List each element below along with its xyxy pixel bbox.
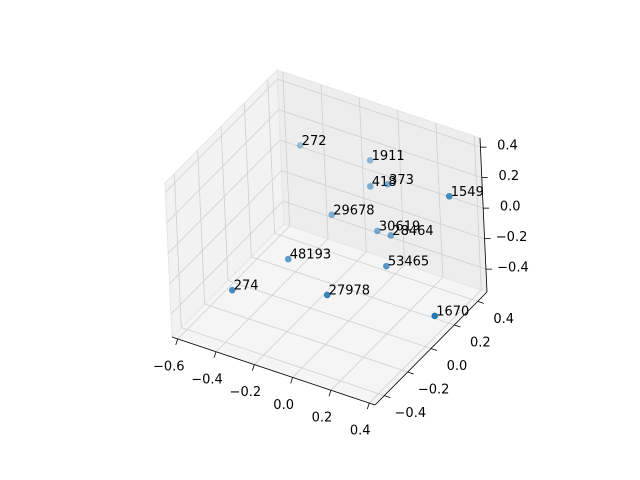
y-tick-label: 0.2: [470, 335, 491, 350]
grid-line: [173, 173, 182, 328]
grid-line: [166, 109, 280, 223]
point-label: 1549: [451, 185, 484, 200]
x-tick-label: 0.0: [273, 398, 294, 413]
grid-line: [251, 256, 455, 326]
y-axis: [374, 291, 488, 406]
point-label: 1911: [372, 149, 405, 164]
grid-line: [277, 78, 481, 148]
grid-line: [278, 109, 482, 179]
x-tick-label: 0.2: [312, 411, 333, 426]
tick-mark: [384, 395, 391, 398]
point-label: 29678: [333, 203, 374, 218]
point: [431, 312, 439, 320]
point: [296, 142, 304, 149]
point: [383, 262, 390, 270]
grid-line: [220, 126, 229, 281]
grid-line: [181, 327, 385, 396]
grid-line: [165, 78, 278, 193]
grid-line: [197, 150, 206, 305]
z-tick-label: −0.2: [496, 230, 528, 245]
tick-mark: [175, 338, 179, 346]
point: [384, 181, 391, 188]
point-label: 274: [234, 279, 259, 294]
grid-line: [227, 280, 432, 349]
y-tick-label: 0.4: [493, 312, 514, 327]
x-tick-label: −0.2: [230, 385, 262, 400]
grid-line: [320, 84, 329, 239]
y-tick-label: 0.0: [447, 359, 468, 374]
point-label: 48193: [290, 248, 331, 263]
z-tick-label: 0.0: [500, 200, 521, 215]
x-tick-label: 0.4: [350, 424, 371, 439]
point: [374, 227, 381, 235]
point: [366, 183, 374, 190]
point-label: 373: [389, 173, 414, 188]
grid-line: [473, 136, 482, 291]
z-axis: [479, 137, 488, 293]
grid-line: [274, 233, 478, 302]
x-tick-label: −0.6: [153, 359, 185, 374]
grid-line: [281, 170, 485, 240]
point-label: 53465: [388, 255, 429, 270]
tick-mark: [430, 348, 438, 351]
grid-line: [204, 303, 408, 373]
point-label: 1670: [436, 304, 469, 319]
grid-line: [282, 71, 291, 226]
x-axis: [171, 336, 376, 406]
point: [387, 232, 395, 239]
grid-line: [358, 97, 367, 252]
grid-line: [397, 110, 406, 265]
point: [228, 286, 236, 294]
point: [366, 157, 374, 164]
point: [328, 211, 336, 219]
tick-mark: [290, 377, 294, 384]
point: [323, 291, 331, 299]
tick-mark: [477, 301, 484, 304]
point-label: 418: [372, 175, 397, 190]
y-tick-label: −0.4: [395, 406, 427, 421]
point-label: 30619: [379, 219, 420, 234]
tick-mark: [366, 402, 370, 410]
grid-line: [435, 123, 444, 278]
tick-mark: [213, 351, 217, 358]
grid-line: [167, 139, 281, 254]
z-tick-label: 0.2: [498, 169, 519, 184]
z-tick-label: −0.4: [497, 261, 529, 276]
grid-line: [267, 79, 276, 234]
grid-line: [243, 102, 252, 257]
z-tick-label: 0.4: [497, 139, 518, 154]
point-label: 272: [302, 134, 327, 149]
tick-mark: [251, 364, 255, 371]
y-tick-label: −0.2: [418, 383, 450, 398]
tick-mark: [328, 390, 332, 397]
tick-mark: [454, 324, 461, 328]
point-label: 28464: [392, 224, 433, 239]
tick-mark: [407, 371, 414, 375]
point-label: 27978: [329, 283, 370, 298]
grid-line: [169, 170, 282, 284]
point: [284, 255, 292, 263]
grid-line: [282, 200, 487, 270]
point: [445, 192, 453, 200]
x-tick-label: −0.4: [191, 372, 223, 387]
grid-line: [170, 200, 284, 315]
